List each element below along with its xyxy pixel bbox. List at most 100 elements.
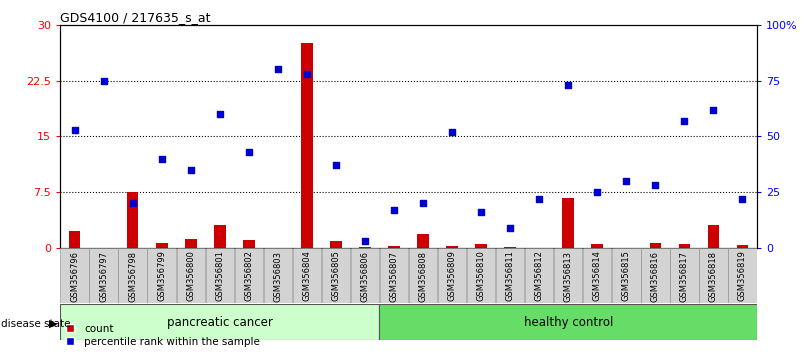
Bar: [562, 198, 574, 248]
Point: [736, 196, 749, 201]
Bar: [90, 248, 118, 303]
Text: GSM356819: GSM356819: [738, 251, 747, 301]
Bar: [119, 248, 147, 303]
Text: GSM356801: GSM356801: [215, 251, 224, 301]
Bar: [60, 248, 89, 303]
Bar: [467, 248, 495, 303]
Point: [707, 107, 720, 112]
Bar: [554, 248, 582, 303]
Point: [155, 156, 168, 161]
Bar: [69, 232, 80, 248]
Bar: [60, 304, 380, 340]
Bar: [127, 192, 139, 248]
Point: [475, 209, 488, 215]
Bar: [380, 248, 409, 303]
Text: GDS4100 / 217635_s_at: GDS4100 / 217635_s_at: [60, 11, 211, 24]
Bar: [292, 248, 321, 303]
Point: [184, 167, 197, 173]
Point: [127, 200, 139, 206]
Bar: [496, 248, 525, 303]
Bar: [728, 248, 757, 303]
Point: [243, 149, 256, 155]
Bar: [612, 248, 641, 303]
Legend: count, percentile rank within the sample: count, percentile rank within the sample: [66, 324, 260, 347]
Bar: [388, 246, 400, 248]
Text: disease state: disease state: [1, 319, 70, 329]
Text: GSM356807: GSM356807: [389, 251, 398, 302]
Text: pancreatic cancer: pancreatic cancer: [167, 316, 272, 329]
Text: GSM356798: GSM356798: [128, 251, 137, 302]
Bar: [176, 248, 205, 303]
Point: [417, 200, 429, 206]
Text: GSM356808: GSM356808: [419, 251, 428, 302]
Point: [504, 225, 517, 230]
Bar: [235, 248, 263, 303]
Text: GSM356800: GSM356800: [187, 251, 195, 301]
Bar: [737, 245, 748, 248]
Text: GSM356803: GSM356803: [273, 251, 282, 302]
Bar: [678, 244, 690, 248]
Point: [359, 238, 372, 244]
Bar: [147, 248, 176, 303]
Bar: [330, 241, 342, 248]
Text: GSM356802: GSM356802: [244, 251, 253, 301]
Bar: [591, 244, 603, 248]
Bar: [409, 248, 437, 303]
Bar: [206, 248, 234, 303]
Text: GSM356806: GSM356806: [360, 251, 369, 302]
Text: healthy control: healthy control: [524, 316, 613, 329]
Point: [213, 111, 226, 117]
Text: GSM356817: GSM356817: [680, 251, 689, 302]
Point: [533, 196, 545, 201]
Bar: [670, 248, 698, 303]
Point: [649, 183, 662, 188]
Bar: [446, 246, 458, 248]
Bar: [641, 248, 670, 303]
Bar: [351, 248, 379, 303]
Point: [68, 127, 81, 132]
Point: [97, 78, 110, 84]
Bar: [650, 242, 661, 248]
Text: GSM356804: GSM356804: [303, 251, 312, 301]
Text: GSM356796: GSM356796: [70, 251, 79, 302]
Bar: [156, 242, 167, 248]
Text: GSM356813: GSM356813: [564, 251, 573, 302]
Bar: [475, 244, 487, 248]
Point: [620, 178, 633, 184]
Text: GSM356810: GSM356810: [477, 251, 485, 301]
Bar: [525, 248, 553, 303]
Bar: [359, 247, 371, 248]
Text: GSM356805: GSM356805: [332, 251, 340, 301]
Point: [388, 207, 400, 213]
Point: [272, 67, 284, 72]
Bar: [214, 225, 226, 248]
Text: GSM356811: GSM356811: [505, 251, 514, 301]
Text: ▶: ▶: [49, 319, 57, 329]
Text: GSM356812: GSM356812: [535, 251, 544, 301]
Bar: [583, 248, 611, 303]
Bar: [380, 304, 757, 340]
Bar: [322, 248, 350, 303]
Bar: [417, 234, 429, 248]
Bar: [264, 248, 292, 303]
Point: [300, 71, 313, 77]
Point: [445, 129, 458, 135]
Bar: [707, 225, 719, 248]
Point: [329, 162, 342, 168]
Text: GSM356809: GSM356809: [448, 251, 457, 301]
Bar: [185, 239, 196, 248]
Bar: [438, 248, 466, 303]
Text: GSM356818: GSM356818: [709, 251, 718, 302]
Text: GSM356797: GSM356797: [99, 251, 108, 302]
Text: GSM356814: GSM356814: [593, 251, 602, 301]
Text: GSM356816: GSM356816: [651, 251, 660, 302]
Bar: [301, 44, 312, 248]
Bar: [699, 248, 727, 303]
Bar: [505, 247, 516, 248]
Bar: [243, 240, 255, 248]
Text: GSM356815: GSM356815: [622, 251, 630, 301]
Point: [591, 189, 604, 195]
Text: GSM356799: GSM356799: [157, 251, 166, 301]
Point: [678, 118, 690, 124]
Point: [562, 82, 574, 88]
